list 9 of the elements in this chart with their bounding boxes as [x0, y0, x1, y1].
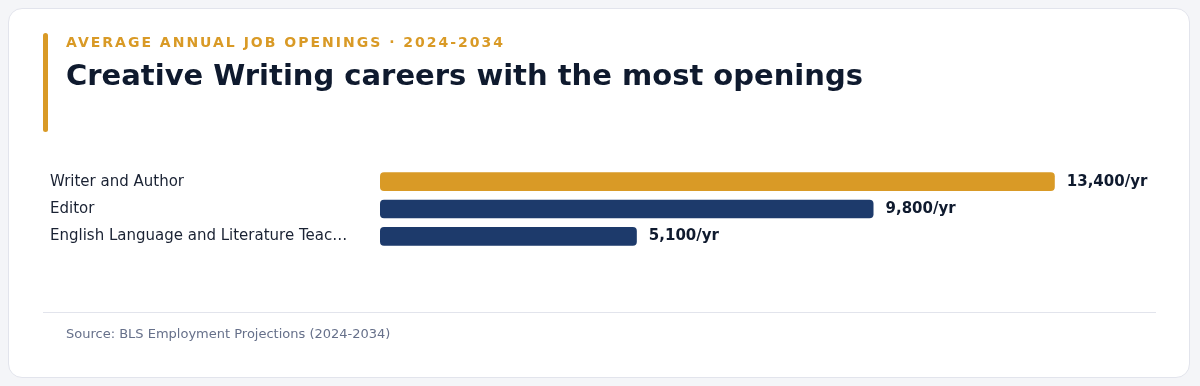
- data-label: 9,800/yr: [885, 198, 957, 217]
- y-tick-label: Editor: [50, 198, 96, 217]
- data-label: 5,100/yr: [648, 226, 720, 245]
- y-tick-label: English Language and Literature Teac…: [50, 226, 348, 245]
- chart-title: Creative Writing careers with the most openings: [66, 58, 863, 92]
- data-label: 13,400/yr: [1066, 171, 1148, 190]
- y-tick-label: Writer and Author: [50, 171, 185, 190]
- chart-subtitle: AVERAGE ANNUAL JOB OPENINGS · 2024-2034: [66, 34, 506, 50]
- source-note: Source: BLS Employment Projections (2024-2034): [66, 326, 391, 341]
